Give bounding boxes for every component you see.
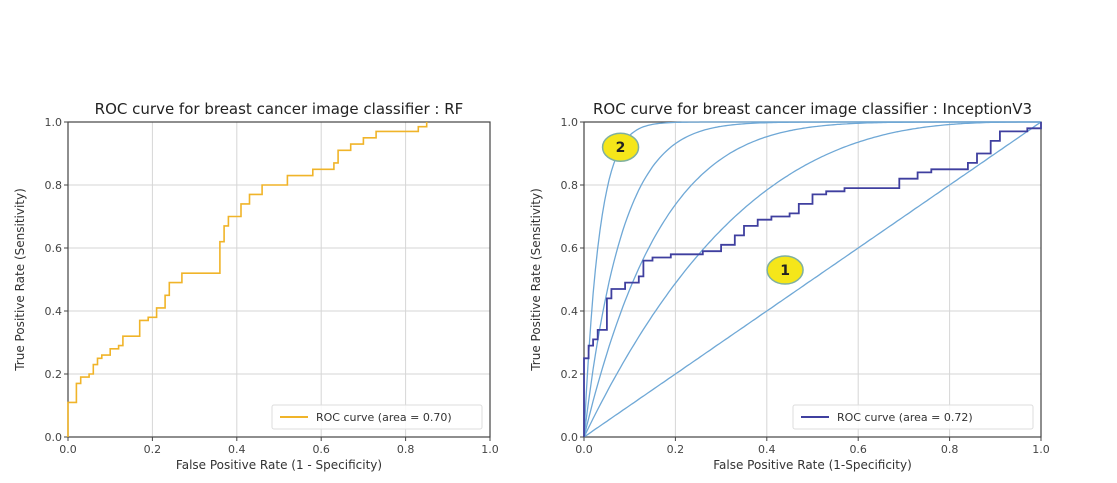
x-tick-label: 0.4 (758, 443, 776, 456)
x-tick-label: 0.2 (144, 443, 162, 456)
y-tick-label: 0.8 (561, 179, 579, 192)
inception-legend-label: ROC curve (area = 0.72) (837, 411, 973, 424)
rf-legend: ROC curve (area = 0.70) (271, 404, 483, 430)
rf-plot-frame (67, 121, 491, 438)
y-tick-label: 0.4 (45, 305, 63, 318)
y-tick-label: 0.8 (45, 179, 63, 192)
y-tick-label: 1.0 (45, 116, 63, 129)
rf-roc-chart: 0.0 0.2 0.4 0.6 0.8 1.0 0.0 0.2 0.4 0.6 0.8 1.0 ROC… (13, 100, 499, 472)
x-tick-label: 0.0 (59, 443, 77, 456)
annotation-marker-2 (601, 132, 640, 162)
inception-y-axis-label: True Positive Rate (Sensitivity) (529, 188, 543, 372)
inception-legend-box (792, 404, 1034, 430)
reference-roc-curve (583, 121, 1041, 438)
x-tick-label: 0.6 (312, 443, 330, 456)
rf-legend-label: ROC curve (area = 0.70) (316, 411, 452, 424)
inception-ticks: 0.0 0.2 0.4 0.6 0.8 1.0 0.0 0.2 0.4 0.6 0.8 1.0 (561, 116, 1050, 456)
reference-roc-curve (583, 121, 1042, 438)
y-tick-label: 0.2 (561, 368, 579, 381)
y-tick-label: 0.4 (561, 305, 579, 318)
annotation-label: 2 (616, 140, 626, 156)
x-tick-label: 0.2 (667, 443, 685, 456)
x-tick-label: 0.6 (849, 443, 867, 456)
x-tick-label: 0.0 (575, 443, 593, 456)
x-tick-label: 1.0 (1032, 443, 1050, 456)
x-tick-label: 0.4 (228, 443, 246, 456)
y-tick-label: 0.6 (45, 242, 63, 255)
x-tick-label: 0.8 (941, 443, 959, 456)
annotation-marker-1 (766, 255, 804, 285)
rf-roc-curve (67, 122, 428, 437)
y-tick-label: 0.0 (45, 431, 63, 444)
y-tick-label: 1.0 (561, 116, 579, 129)
inception-legend: ROC curve (area = 0.72) (792, 404, 1034, 430)
reference-roc-curve (583, 121, 1041, 438)
inception-chart-title: ROC curve for breast cancer image classi… (593, 100, 1032, 118)
rf-x-axis-label: False Positive Rate (1 - Specificity) (176, 458, 382, 472)
y-tick-label: 0.0 (561, 431, 579, 444)
rf-legend-box (271, 404, 483, 430)
rf-grid (67, 121, 491, 438)
inception-roc-curve (583, 122, 1042, 437)
x-tick-label: 0.8 (397, 443, 415, 456)
rf-ticks: 0.0 0.2 0.4 0.6 0.8 1.0 0.0 0.2 0.4 0.6 0.8 1.0 (45, 116, 499, 456)
x-tick-label: 1.0 (481, 443, 499, 456)
annotation-label: 1 (780, 263, 790, 279)
inception-annotations: 12 (601, 132, 804, 285)
y-tick-label: 0.2 (45, 368, 63, 381)
inception-roc-chart: 0.0 0.2 0.4 0.6 0.8 1.00.00.20.40.60.81.0 12 … (529, 100, 1050, 472)
inception-reference-curves (583, 121, 1042, 438)
inception-x-axis-label: False Positive Rate (1-Specificity) (713, 458, 912, 472)
rf-y-axis-label: True Positive Rate (Sensitivity) (13, 188, 27, 372)
y-tick-label: 0.6 (561, 242, 579, 255)
rf-chart-title: ROC curve for breast cancer image classi… (95, 100, 464, 118)
